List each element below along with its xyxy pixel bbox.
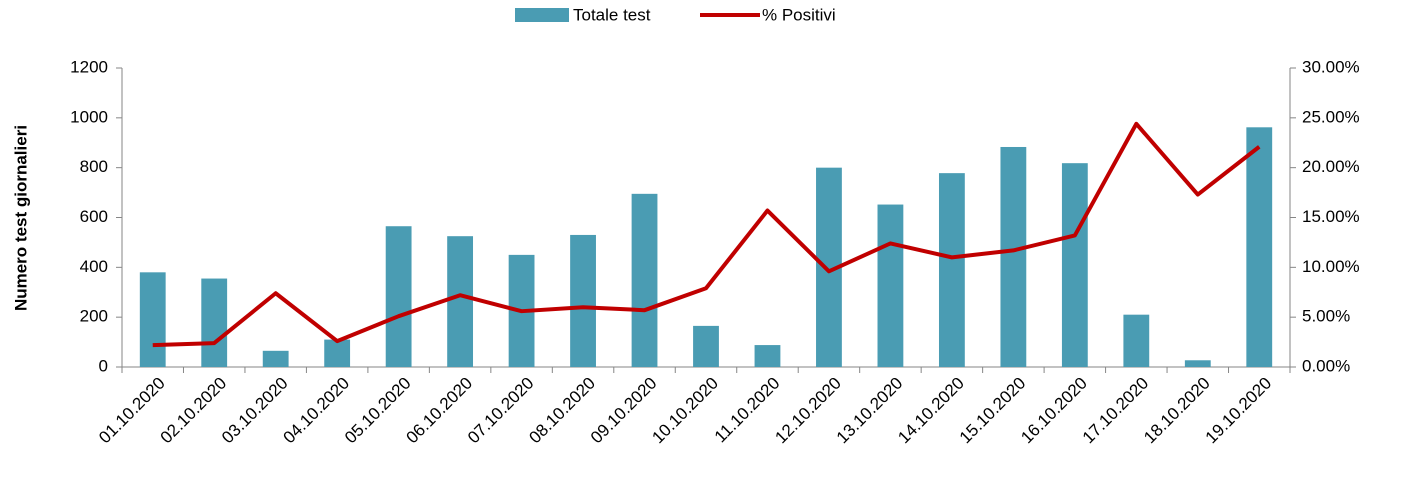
y-tick-label: 800: [80, 157, 108, 176]
bar: [201, 278, 228, 367]
y2-tick-label: 30.00%: [1302, 57, 1360, 76]
bar: [938, 173, 965, 367]
bar: [754, 345, 781, 367]
y2-tick-label: 20.00%: [1302, 157, 1360, 176]
y2-tick-label: 25.00%: [1302, 107, 1360, 126]
y2-tick-label: 5.00%: [1302, 307, 1350, 326]
bar: [447, 236, 474, 367]
y-tick-label: 1200: [70, 57, 108, 76]
bar: [262, 350, 289, 367]
legend-swatch: [515, 8, 569, 22]
bar: [1000, 146, 1027, 367]
bar: [1123, 314, 1150, 367]
legend-label: % Positivi: [762, 5, 836, 24]
bar: [570, 234, 596, 367]
y-tick-label: 200: [80, 307, 108, 326]
bar: [877, 204, 904, 367]
line: [152, 121, 1261, 348]
y2-tick-label: 0.00%: [1302, 356, 1350, 375]
x-tick-label: 10.10.2020: [648, 374, 722, 448]
bar: [385, 226, 412, 367]
bar: [693, 325, 719, 367]
bar: [1061, 163, 1088, 367]
bar: [1246, 127, 1273, 367]
bar: [324, 339, 351, 367]
y-tick-label: 1000: [70, 107, 108, 126]
y2-tick-label: 15.00%: [1302, 207, 1360, 226]
bar: [139, 272, 166, 367]
x-tick-label: 19.10.2020: [1202, 374, 1276, 448]
y-tick-label: 0: [99, 356, 108, 375]
legend-label: Totale test: [573, 5, 651, 24]
y-tick-label: 400: [80, 257, 108, 276]
y-axis-title: Numero test giornalieri: [11, 125, 30, 311]
bar: [631, 193, 658, 367]
bar: [1184, 360, 1211, 367]
y2-tick-label: 10.00%: [1302, 257, 1360, 276]
y-tick-label: 600: [80, 207, 108, 226]
